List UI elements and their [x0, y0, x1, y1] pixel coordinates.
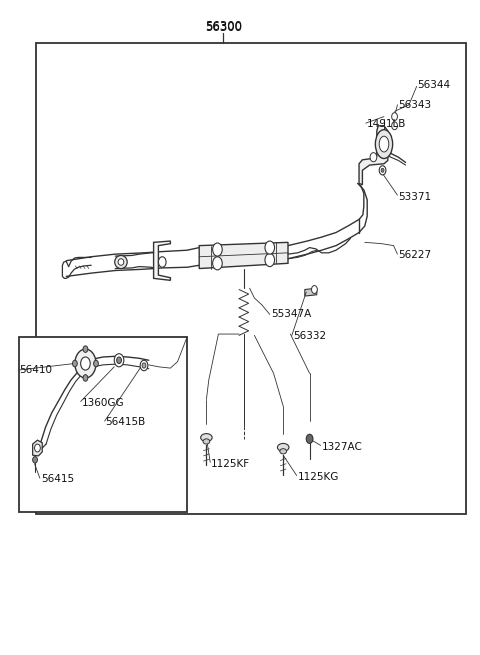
- Ellipse shape: [203, 439, 210, 444]
- Ellipse shape: [280, 449, 287, 454]
- Polygon shape: [154, 241, 170, 280]
- Circle shape: [114, 354, 124, 367]
- Text: 1360GG: 1360GG: [82, 398, 124, 408]
- Circle shape: [370, 153, 377, 162]
- Circle shape: [265, 253, 275, 267]
- Circle shape: [83, 375, 88, 381]
- Ellipse shape: [375, 130, 393, 159]
- Polygon shape: [199, 242, 288, 269]
- Circle shape: [117, 357, 121, 364]
- Circle shape: [379, 166, 386, 175]
- Polygon shape: [33, 440, 42, 456]
- Circle shape: [381, 168, 384, 172]
- Ellipse shape: [115, 255, 127, 269]
- Circle shape: [83, 346, 88, 352]
- Text: 56344: 56344: [418, 80, 451, 90]
- Circle shape: [33, 457, 37, 463]
- Circle shape: [265, 241, 275, 254]
- Polygon shape: [359, 126, 388, 185]
- Text: 56343: 56343: [398, 100, 432, 110]
- Circle shape: [142, 363, 146, 368]
- Bar: [36, 43, 466, 514]
- Circle shape: [213, 257, 222, 270]
- Circle shape: [312, 286, 317, 293]
- Circle shape: [213, 243, 222, 256]
- Text: 56332: 56332: [293, 331, 326, 341]
- Circle shape: [35, 444, 40, 452]
- Bar: [19, 337, 187, 512]
- Circle shape: [81, 357, 90, 370]
- Circle shape: [94, 360, 98, 367]
- Text: 53371: 53371: [398, 191, 432, 202]
- Ellipse shape: [379, 136, 389, 152]
- Ellipse shape: [277, 443, 289, 451]
- Circle shape: [140, 360, 148, 371]
- Text: 55347A: 55347A: [271, 309, 312, 320]
- Circle shape: [72, 360, 77, 367]
- Text: 56415B: 56415B: [106, 417, 146, 428]
- Text: 56227: 56227: [398, 250, 432, 261]
- Text: 1327AC: 1327AC: [322, 441, 362, 452]
- Ellipse shape: [118, 259, 124, 265]
- Circle shape: [306, 434, 313, 443]
- Text: 56415: 56415: [41, 474, 74, 485]
- Text: 56300: 56300: [204, 20, 242, 33]
- Circle shape: [158, 257, 166, 267]
- Polygon shape: [305, 288, 317, 296]
- Ellipse shape: [201, 434, 212, 441]
- Circle shape: [75, 349, 96, 378]
- Circle shape: [392, 122, 397, 130]
- Circle shape: [377, 132, 386, 143]
- Text: 1125KF: 1125KF: [211, 458, 251, 469]
- Circle shape: [392, 113, 397, 121]
- Text: 1491LB: 1491LB: [367, 119, 407, 130]
- Text: 56410: 56410: [19, 365, 52, 375]
- Text: 1125KG: 1125KG: [298, 472, 339, 482]
- Text: 56300: 56300: [204, 21, 242, 34]
